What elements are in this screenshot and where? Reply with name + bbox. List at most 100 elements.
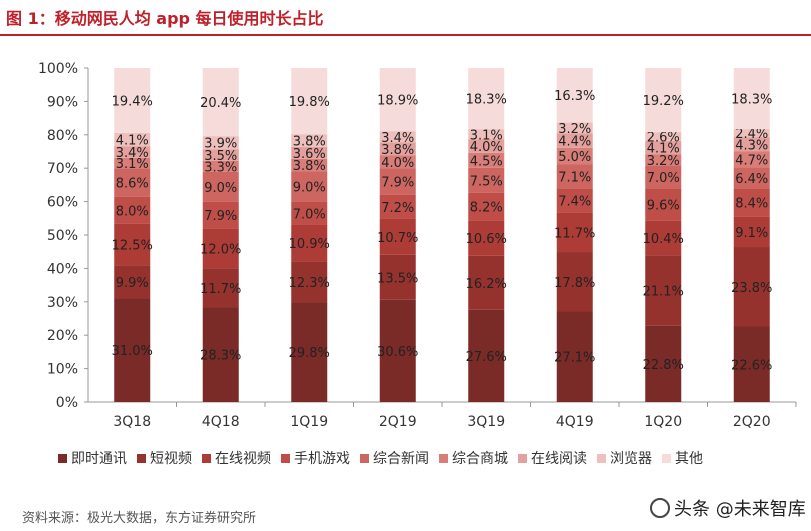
data-label: 7.5% <box>470 174 503 189</box>
data-label: 7.1% <box>558 170 591 185</box>
data-label: 19.4% <box>112 94 153 109</box>
bar-segment <box>202 307 239 402</box>
legend-label: 短视频 <box>150 451 192 467</box>
legend-label: 综合新闻 <box>373 451 429 467</box>
bar-segment <box>202 228 239 269</box>
x-tick-label: 1Q20 <box>644 414 682 430</box>
data-label: 29.8% <box>289 346 330 361</box>
bar-segment <box>645 188 682 221</box>
x-tick-label: 3Q18 <box>113 414 151 430</box>
x-tick-label: 2Q20 <box>733 414 771 430</box>
data-label: 8.4% <box>735 197 768 212</box>
data-label: 7.9% <box>204 209 237 224</box>
data-label: 3.5% <box>204 149 237 164</box>
bar-segment <box>468 309 505 402</box>
bar-segment <box>379 168 416 195</box>
bar-segment <box>379 194 416 219</box>
legend-swatch <box>137 453 146 463</box>
x-tick-label: 3Q19 <box>467 414 505 430</box>
data-label: 3.1% <box>116 157 149 172</box>
y-tick-label: 90% <box>47 94 78 110</box>
chart-title: 图 1：移动网民人均 app 每日使用时长占比 <box>6 9 324 28</box>
bar-segment <box>733 129 770 138</box>
data-label: 27.6% <box>466 350 507 365</box>
legend-item: 即时通讯 <box>58 448 127 468</box>
bar-segment <box>733 188 770 217</box>
data-label: 3.4% <box>381 131 414 146</box>
bar-segment <box>379 218 416 255</box>
data-label: 23.8% <box>731 281 772 296</box>
data-label: 12.3% <box>289 276 330 291</box>
bar-segment <box>291 134 328 147</box>
bar-segment <box>114 157 151 169</box>
legend-label: 在线视频 <box>215 451 271 467</box>
bar-segment <box>379 68 416 132</box>
y-tick-label: 80% <box>47 128 78 144</box>
data-label: 3.8% <box>381 143 414 158</box>
data-label: 2.6% <box>647 130 680 145</box>
data-label: 2.4% <box>735 127 768 142</box>
bar-segment <box>733 68 770 130</box>
bar-segment <box>291 146 328 159</box>
legend-label: 浏览器 <box>610 451 652 467</box>
y-tick-label: 40% <box>47 261 78 277</box>
y-tick-label: 30% <box>47 295 78 311</box>
bar-segment <box>114 196 151 224</box>
stacked-bar-chart: 0% 10% 20% 30% 40% 50% 60% 70% 80% 90% 100% 31.0% 9.… <box>38 61 797 430</box>
watermark: 头条 @未来智库 <box>650 495 806 521</box>
bar-segment <box>556 212 593 253</box>
bar-segment <box>556 164 593 189</box>
data-label: 28.3% <box>200 349 241 364</box>
bar-segment <box>468 68 505 130</box>
bar-segment <box>114 223 151 266</box>
data-label: 11.7% <box>200 282 241 297</box>
legend-swatch <box>360 453 369 463</box>
data-label: 9.0% <box>204 181 237 196</box>
bar-segment <box>468 192 505 221</box>
bar-segment <box>202 268 239 308</box>
bar-segment <box>468 255 505 310</box>
data-label: 8.2% <box>470 201 503 216</box>
bar-segment <box>114 265 151 299</box>
data-label: 7.9% <box>381 176 414 191</box>
bar-segment <box>202 201 239 229</box>
bar-segment <box>379 254 416 300</box>
y-tick-label: 20% <box>47 328 78 344</box>
data-label: 4.7% <box>735 153 768 168</box>
legend-item: 综合商城 <box>439 448 508 468</box>
legend-label: 综合商城 <box>452 451 508 467</box>
bar-segment <box>202 160 239 172</box>
data-label: 18.3% <box>466 93 507 108</box>
y-tick-label: 10% <box>47 362 78 378</box>
data-label: 3.8% <box>293 134 326 149</box>
bar-segment <box>379 155 416 169</box>
data-label: 4.4% <box>558 134 591 149</box>
bar-segment <box>645 154 682 166</box>
data-label: 3.2% <box>647 154 680 169</box>
bar-segment <box>114 146 151 158</box>
data-label: 13.5% <box>377 271 418 286</box>
data-label: 18.9% <box>377 94 418 109</box>
bar-segment <box>556 311 593 402</box>
bar-segment <box>645 220 682 256</box>
x-tick-label: 1Q19 <box>290 414 328 430</box>
data-label: 16.2% <box>466 277 507 292</box>
data-label: 4.3% <box>735 138 768 153</box>
legend-item: 手机游戏 <box>281 448 350 468</box>
data-label: 7.2% <box>381 201 414 216</box>
bar-segment <box>291 261 328 303</box>
data-label: 9.9% <box>116 276 149 291</box>
legend-item: 浏览器 <box>597 448 652 468</box>
bar-segment <box>468 167 505 193</box>
bar-segment <box>733 247 770 327</box>
data-label: 12.5% <box>112 239 153 254</box>
data-label: 10.4% <box>643 232 684 247</box>
bar-segment <box>556 147 593 165</box>
y-tick-label: 50% <box>47 228 78 244</box>
data-label: 9.0% <box>293 181 326 196</box>
bar-segment <box>202 136 239 150</box>
legend-label: 即时通讯 <box>71 451 127 467</box>
legend-item: 在线阅读 <box>518 448 587 468</box>
data-label: 22.6% <box>731 358 772 373</box>
legend-item: 在线视频 <box>202 448 271 468</box>
